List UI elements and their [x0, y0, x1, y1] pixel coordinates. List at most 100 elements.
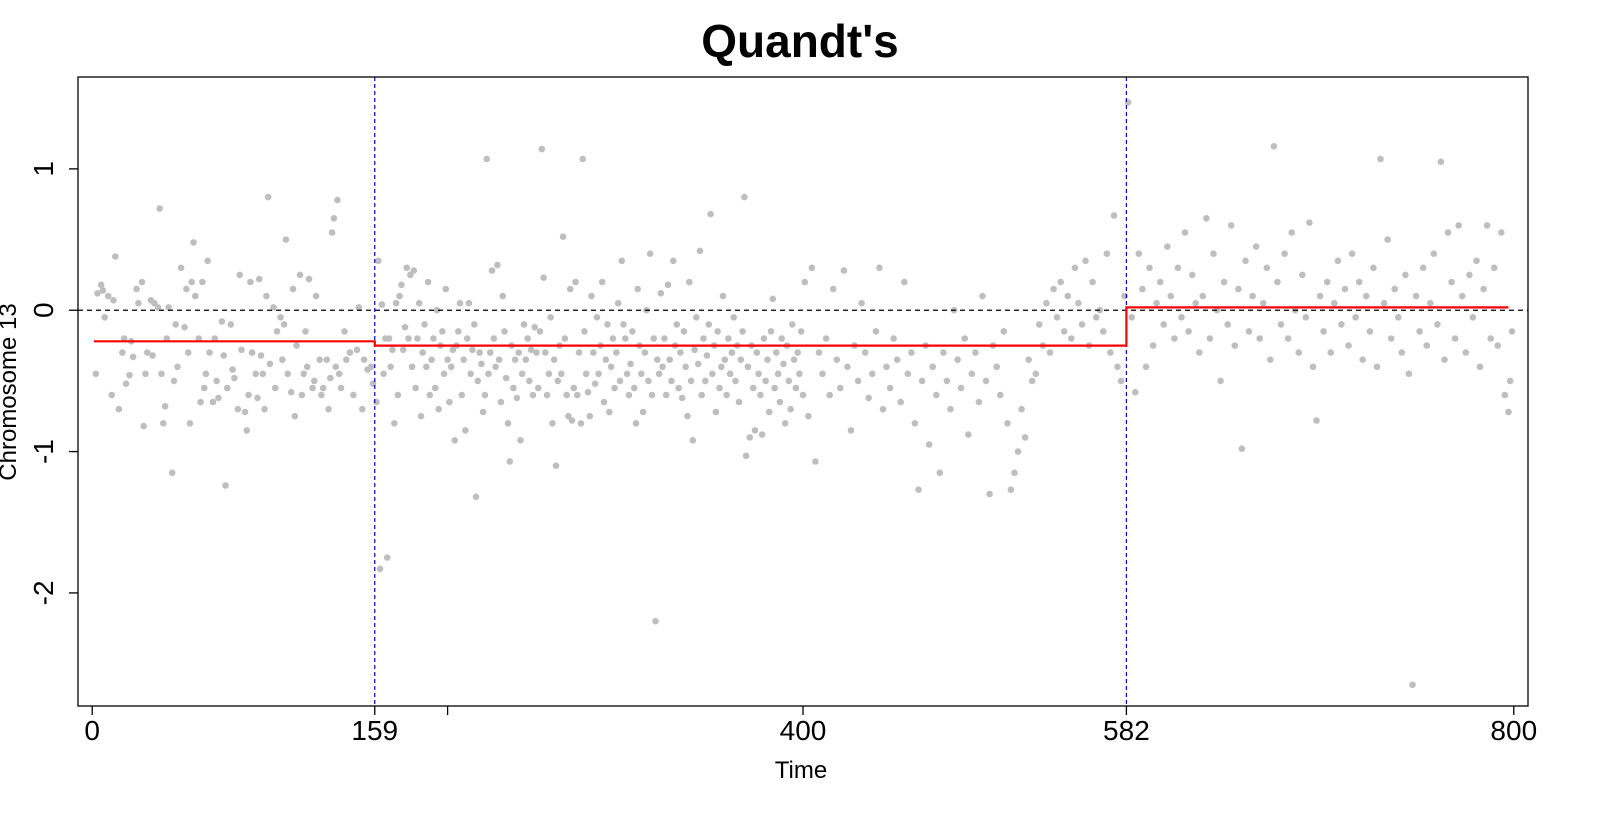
data-point [378, 301, 386, 308]
data-point [415, 299, 423, 307]
data-point [501, 328, 508, 335]
data-point [1398, 349, 1406, 356]
data-point [893, 356, 901, 364]
data-point [666, 356, 673, 364]
data-point [328, 229, 336, 236]
data-point [385, 335, 393, 342]
data-point [433, 306, 441, 314]
data-point [749, 384, 757, 392]
data-point [279, 356, 286, 364]
data-point [1231, 342, 1239, 349]
data-point [1402, 271, 1409, 279]
data-point [495, 356, 503, 364]
data-point [1199, 292, 1207, 300]
data-point [925, 441, 933, 448]
data-point [1391, 285, 1398, 293]
data-point [360, 356, 368, 364]
data-point [764, 356, 771, 364]
data-point [1355, 278, 1363, 286]
data-point [600, 398, 608, 406]
data-point [744, 363, 752, 371]
data-point [607, 363, 615, 371]
data-point [1302, 314, 1310, 321]
data-point [577, 420, 585, 427]
data-point [595, 370, 602, 378]
data-point [1288, 229, 1295, 236]
data-point [566, 285, 574, 293]
data-point [1274, 278, 1281, 286]
data-point [318, 391, 325, 399]
data-point [122, 380, 130, 388]
data-point [142, 370, 149, 378]
data-point [534, 384, 542, 392]
data-point [829, 285, 837, 293]
data-point [499, 292, 507, 300]
data-point [1494, 342, 1502, 349]
data-point [463, 335, 471, 342]
data-point [254, 394, 261, 402]
data-point [1178, 314, 1185, 321]
data-point [343, 356, 350, 364]
data-point [401, 323, 409, 331]
data-point [639, 408, 647, 416]
data-point [447, 363, 455, 371]
data-point [188, 278, 195, 286]
data-point [284, 370, 292, 378]
data-point [133, 285, 140, 293]
data-point [1128, 314, 1135, 321]
data-point [1092, 314, 1100, 321]
data-point [442, 285, 450, 293]
data-point [584, 388, 592, 396]
data-point [1490, 264, 1498, 272]
data-point [586, 412, 594, 420]
data-point [140, 422, 147, 430]
data-point [705, 321, 713, 328]
data-point [547, 314, 554, 321]
data-point [678, 394, 686, 402]
data-point [266, 360, 274, 368]
data-point [270, 304, 277, 311]
data-point [694, 360, 702, 368]
data-point [799, 391, 807, 399]
data-point [933, 391, 940, 399]
data-point [504, 420, 512, 427]
data-point [494, 261, 501, 269]
data-point [815, 349, 823, 356]
data-point [479, 408, 487, 416]
data-point [252, 370, 259, 378]
data-point [735, 398, 743, 406]
data-point [474, 377, 482, 385]
data-point [1160, 321, 1167, 328]
data-point [840, 267, 848, 274]
data-point [611, 384, 618, 392]
data-point [940, 349, 947, 356]
data-point [1252, 243, 1260, 250]
data-point [1238, 445, 1246, 453]
x-tick-label: 800 [1490, 715, 1537, 746]
data-point [398, 281, 405, 289]
data-point [518, 370, 526, 378]
data-point [346, 349, 354, 356]
data-point [1188, 271, 1196, 279]
data-point [195, 335, 203, 342]
data-point [120, 335, 128, 342]
data-point [533, 349, 540, 356]
data-point [1508, 328, 1516, 335]
data-point [1057, 278, 1064, 286]
data-point [478, 360, 485, 368]
data-point [204, 257, 211, 265]
data-point [1466, 271, 1473, 279]
data-point [1352, 314, 1359, 321]
data-point [316, 356, 324, 364]
data-point [334, 196, 341, 204]
data-point [972, 349, 979, 356]
data-point [536, 328, 544, 335]
data-point [1110, 212, 1118, 219]
data-point [687, 377, 695, 385]
data-point [614, 299, 622, 307]
data-point [646, 250, 654, 257]
data-point [1107, 349, 1114, 356]
data-point [616, 377, 624, 385]
data-point [854, 377, 862, 385]
data-point [890, 335, 897, 342]
